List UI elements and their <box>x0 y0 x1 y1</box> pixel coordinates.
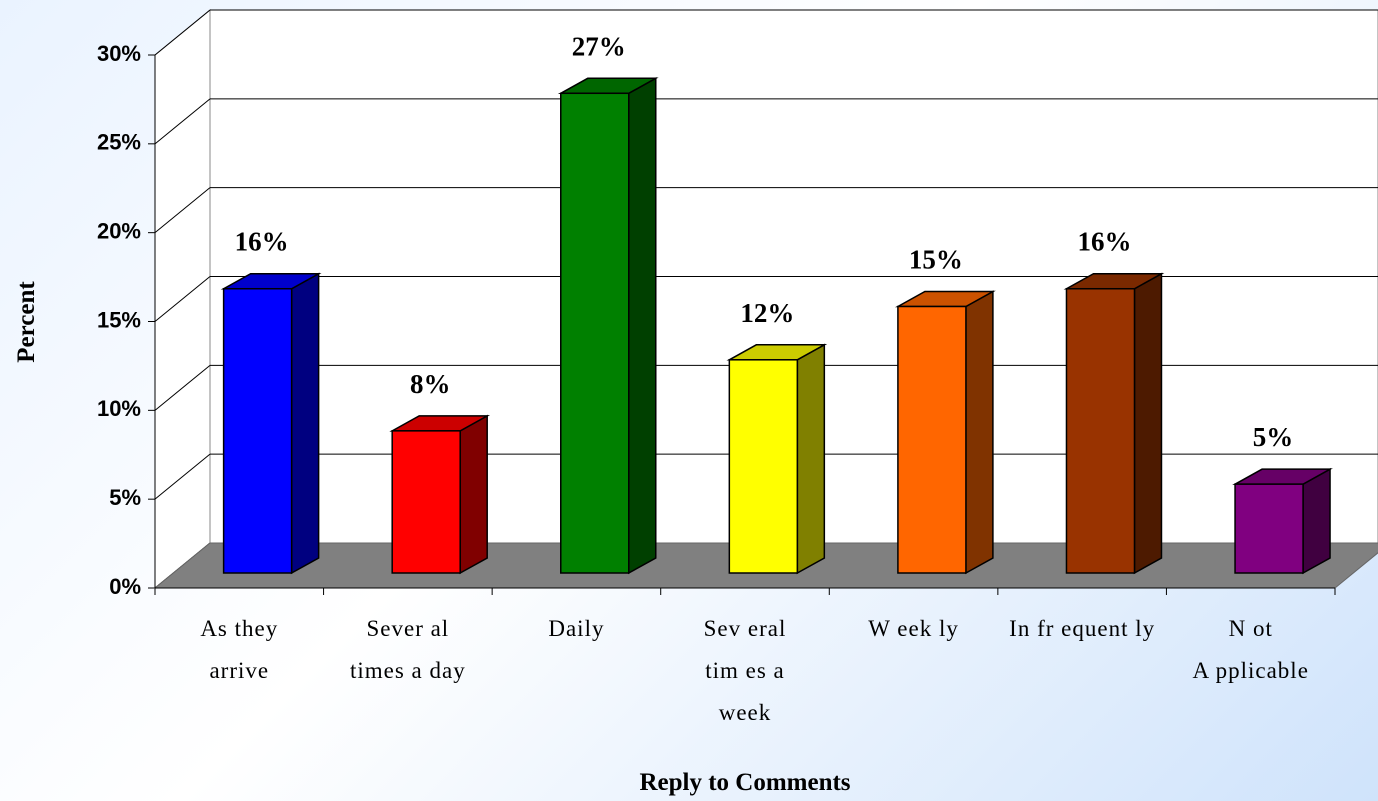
grid-line <box>154 276 211 322</box>
x-tick-label: times a day <box>350 658 466 683</box>
value-label: 27% <box>572 31 626 61</box>
bar-front <box>222 287 293 574</box>
x-tick-label: tim es a <box>705 658 785 683</box>
bar-side <box>1302 467 1331 575</box>
bar-side <box>459 414 488 575</box>
y-tick-label: 0% <box>109 574 141 599</box>
bar <box>726 343 828 575</box>
grid-line <box>154 98 211 145</box>
bar-front <box>1234 483 1304 574</box>
bar-front <box>728 359 799 574</box>
bar-front <box>897 305 967 574</box>
value-label: 16% <box>235 227 289 257</box>
bar-side <box>965 290 994 575</box>
y-tick-label: 10% <box>97 396 141 421</box>
bar <box>1063 272 1165 575</box>
x-axis-title: Reply to Comments <box>639 769 850 796</box>
bar <box>557 77 659 575</box>
y-tick-label: 30% <box>97 41 141 66</box>
grid-line <box>154 364 211 411</box>
x-tick-label: In fr equent ly <box>1009 616 1155 641</box>
x-tick-label: arrive <box>209 658 269 683</box>
bar <box>1232 467 1333 575</box>
bar-side <box>290 272 320 575</box>
grid-line <box>154 9 211 56</box>
x-tick-label: Sev eral <box>704 616 787 641</box>
x-tick-label: Daily <box>548 616 604 641</box>
grid-line <box>154 187 211 234</box>
bar-front <box>391 430 461 574</box>
x-tick-label: week <box>719 700 772 725</box>
bar-front <box>560 92 630 574</box>
bar <box>389 414 491 575</box>
value-label: 8% <box>410 369 451 399</box>
x-tick-label: W eek ly <box>868 616 959 641</box>
y-tick-label: 5% <box>109 485 141 510</box>
y-axis-title: Percent <box>13 281 40 363</box>
bar-side <box>628 77 657 575</box>
value-label: 15% <box>909 245 963 275</box>
x-tick-label: N ot <box>1229 616 1273 641</box>
bar <box>895 290 996 575</box>
grid-line <box>154 453 211 500</box>
x-tick-label: Sever al <box>366 616 449 641</box>
bar-side <box>796 343 826 575</box>
value-label: 16% <box>1077 227 1131 257</box>
bar-side <box>1133 272 1163 575</box>
y-tick-label: 20% <box>97 218 141 243</box>
value-label: 12% <box>740 298 794 328</box>
bar <box>220 272 322 575</box>
x-tick-label: As they <box>200 616 278 641</box>
value-label: 5% <box>1253 422 1294 452</box>
y-tick-label: 15% <box>97 307 141 332</box>
y-tick-label: 25% <box>97 130 141 155</box>
x-tick-label: A pplicable <box>1193 658 1309 683</box>
bar-front <box>1065 287 1136 574</box>
